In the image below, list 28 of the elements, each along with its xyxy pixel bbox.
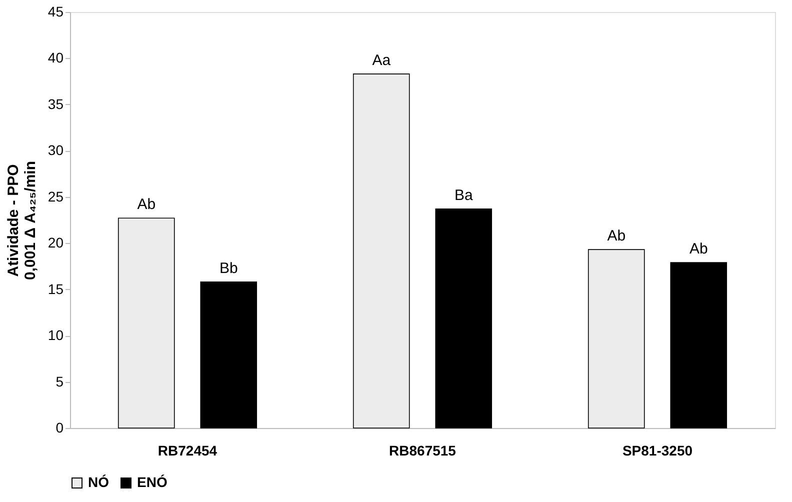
data-label: Ab bbox=[689, 240, 708, 258]
bar bbox=[200, 282, 258, 428]
bar bbox=[670, 262, 728, 428]
y-tick-label: 5 bbox=[56, 373, 64, 390]
y-tick-label: 0 bbox=[56, 420, 64, 436]
data-label: Bb bbox=[219, 260, 238, 277]
data-label: Aa bbox=[372, 52, 392, 69]
y-axis-title: Atividade - PPO 0,001 Δ A₄₂₅/min bbox=[4, 160, 39, 280]
y-tick-label: 10 bbox=[48, 327, 64, 344]
y-tick-label: 45 bbox=[48, 4, 64, 20]
y-tick-label: 30 bbox=[48, 142, 64, 158]
x-tick-label: SP81-3250 bbox=[622, 442, 693, 458]
y-tick-label: 25 bbox=[48, 188, 64, 204]
legend-label: ENÓ bbox=[137, 474, 168, 490]
legend-label: NÓ bbox=[88, 474, 110, 490]
y-tick-label: 35 bbox=[48, 96, 64, 112]
data-label: Ab bbox=[137, 196, 156, 214]
data-label: Ab bbox=[607, 228, 626, 245]
y-tick-label: 15 bbox=[48, 280, 64, 297]
data-label: Ba bbox=[454, 186, 474, 204]
y-tick-label: 40 bbox=[48, 50, 64, 66]
x-tick-label: RB867515 bbox=[389, 442, 456, 458]
x-tick-label: RB72454 bbox=[158, 442, 218, 458]
y-tick-label: 20 bbox=[48, 234, 64, 251]
bar bbox=[118, 218, 175, 428]
bar bbox=[435, 208, 492, 428]
bar bbox=[588, 249, 645, 428]
bar bbox=[352, 74, 410, 428]
